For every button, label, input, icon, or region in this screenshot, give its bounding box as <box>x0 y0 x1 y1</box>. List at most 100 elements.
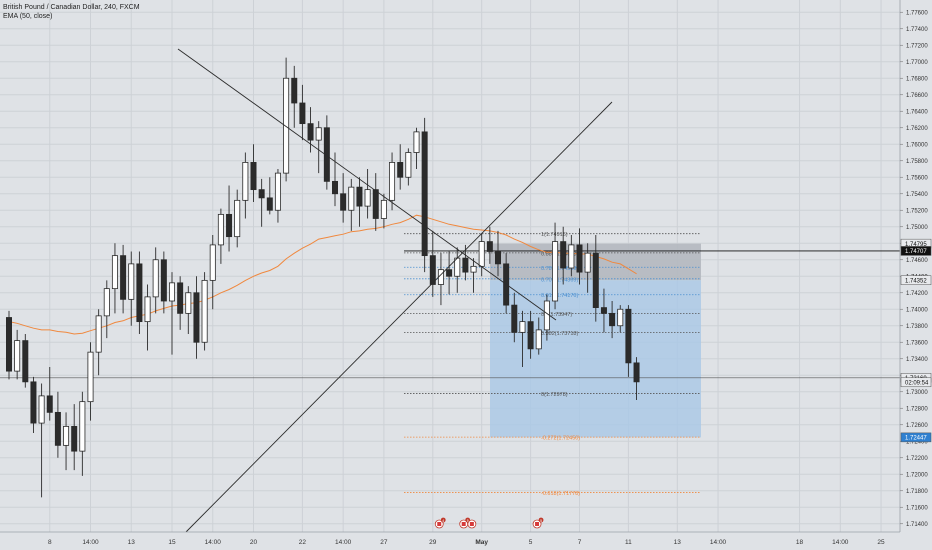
candle[interactable] <box>291 65 298 128</box>
candle[interactable] <box>348 178 355 231</box>
candle[interactable] <box>234 189 241 248</box>
flag-icon-inner <box>461 522 466 526</box>
candle[interactable] <box>576 228 583 285</box>
candle[interactable] <box>437 253 444 306</box>
candle[interactable] <box>446 251 453 295</box>
candle[interactable] <box>177 276 184 330</box>
candle[interactable] <box>592 235 599 322</box>
event-marker[interactable]: 4 <box>434 517 446 529</box>
candle[interactable] <box>111 243 118 314</box>
candle[interactable] <box>63 412 70 471</box>
candle[interactable] <box>511 292 518 343</box>
candle-body <box>193 292 200 343</box>
symbol-legend[interactable]: British Pound / Canadian Dollar, 240, FX… <box>3 4 140 11</box>
candle[interactable] <box>160 251 167 314</box>
candle[interactable] <box>568 235 575 277</box>
candle[interactable] <box>625 305 632 377</box>
ema-line[interactable] <box>8 214 637 335</box>
candle[interactable] <box>79 391 86 476</box>
candle[interactable] <box>242 152 249 219</box>
event-marker[interactable]: 5 <box>459 517 471 529</box>
candle[interactable] <box>609 301 616 339</box>
fib-retracement[interactable]: 1(1.74916) 0.886(1.74683) 0.786(1.74509) 0.… <box>404 232 700 497</box>
candle[interactable] <box>128 251 135 326</box>
candle[interactable] <box>307 107 314 153</box>
price-tick-label: 1.75400 <box>906 192 928 198</box>
candle[interactable] <box>519 310 526 367</box>
candle[interactable] <box>30 376 37 433</box>
descending-trendline[interactable] <box>177 48 557 321</box>
candle[interactable] <box>552 222 559 310</box>
candle[interactable] <box>6 310 12 380</box>
candle[interactable] <box>315 121 322 174</box>
candle[interactable] <box>136 251 143 335</box>
candle[interactable] <box>470 258 477 293</box>
candle[interactable] <box>429 230 436 297</box>
candle[interactable] <box>527 310 534 359</box>
candle[interactable] <box>494 230 501 277</box>
candle[interactable] <box>87 342 94 421</box>
candle[interactable] <box>266 177 273 215</box>
candle[interactable] <box>54 391 61 458</box>
candle[interactable] <box>193 276 200 359</box>
price-badge-label: 1.74352 <box>905 278 927 284</box>
candle[interactable] <box>389 152 396 211</box>
candle[interactable] <box>584 243 591 293</box>
candle[interactable] <box>405 148 412 186</box>
candle[interactable] <box>413 127 420 169</box>
ascending-trendline[interactable] <box>185 101 613 533</box>
candle[interactable] <box>95 309 102 376</box>
candle[interactable] <box>258 178 265 227</box>
event-count-badge <box>538 517 544 523</box>
candle[interactable] <box>274 169 281 223</box>
candle[interactable] <box>372 173 379 231</box>
candle[interactable] <box>462 244 469 281</box>
candle[interactable] <box>283 57 290 182</box>
price-tick-label: 1.73800 <box>906 324 928 330</box>
candle[interactable] <box>454 247 461 293</box>
candle[interactable] <box>120 244 127 314</box>
candle[interactable] <box>560 226 567 285</box>
candle[interactable] <box>46 367 53 421</box>
candle[interactable] <box>217 208 224 264</box>
grid <box>0 0 900 532</box>
candle[interactable] <box>152 247 159 314</box>
candle-body <box>372 189 379 219</box>
candle[interactable] <box>14 329 21 380</box>
candle[interactable] <box>364 169 371 219</box>
candle[interactable] <box>356 177 363 227</box>
price-tick-label: 1.74600 <box>906 258 928 264</box>
candle[interactable] <box>617 305 624 333</box>
candle[interactable] <box>421 117 428 273</box>
time-tick-label: 27 <box>380 539 388 546</box>
candle[interactable] <box>633 357 640 400</box>
candle[interactable] <box>144 284 151 351</box>
candle[interactable] <box>185 286 192 334</box>
candle[interactable] <box>299 84 306 141</box>
candle[interactable] <box>226 185 233 252</box>
candle[interactable] <box>103 280 110 339</box>
time-axis[interactable]: 8 14:00 13 15 14:00 20 22 14:00 27 29 May 5 7 11 13 14:… <box>0 531 932 550</box>
candle[interactable] <box>600 288 607 333</box>
candle[interactable] <box>201 272 208 351</box>
price-axis[interactable]: 1.77600 1.77400 1.77200 1.77000 1.76800 1.766… <box>899 0 932 550</box>
candle[interactable] <box>323 115 330 190</box>
candle[interactable] <box>71 404 78 471</box>
ema-legend[interactable]: EMA (50, close) <box>3 13 53 20</box>
candle[interactable] <box>209 235 216 310</box>
candle[interactable] <box>340 173 347 223</box>
event-marker[interactable]: 5 <box>532 517 544 529</box>
candle[interactable] <box>380 193 387 229</box>
candle[interactable] <box>168 272 175 355</box>
candle[interactable] <box>22 334 29 388</box>
candle[interactable] <box>478 233 485 277</box>
candle[interactable] <box>397 144 404 190</box>
event-marker[interactable] <box>467 519 477 529</box>
candle[interactable] <box>38 383 45 498</box>
candle-body <box>6 317 12 372</box>
candle[interactable] <box>486 226 493 264</box>
candle[interactable] <box>535 317 542 355</box>
candle[interactable] <box>250 144 257 202</box>
price-badge-label: 1.74795 <box>905 242 927 248</box>
